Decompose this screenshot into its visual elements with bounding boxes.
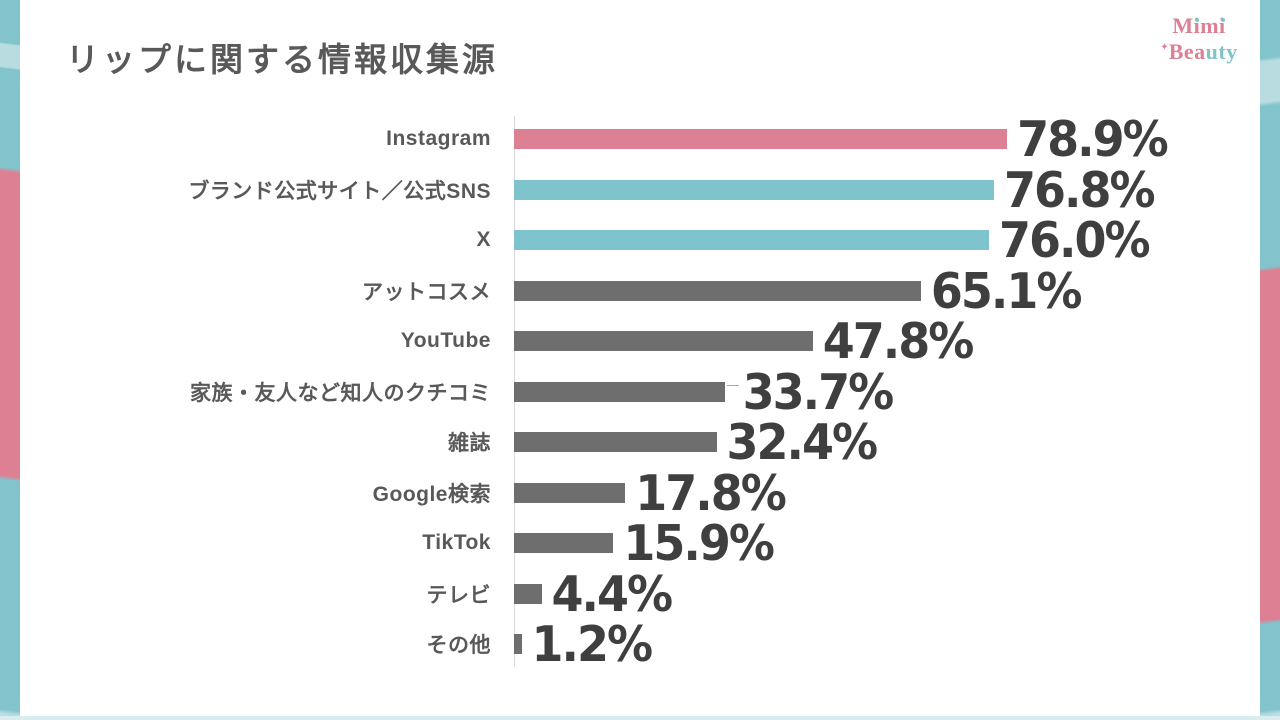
bar (514, 533, 614, 554)
left-decorative-stripe (0, 0, 20, 720)
value-label: 15.9% (623, 514, 775, 572)
chart-row: テレビ 4.4% (0, 569, 1280, 620)
category-label: YouTube (400, 329, 491, 353)
category-label: テレビ (426, 583, 491, 607)
bar (514, 179, 994, 200)
logo-letter: M (1172, 13, 1194, 38)
chart-row: YouTube 47.8% (0, 316, 1280, 367)
mimi-beauty-logo: Mi mi ✦Beauty (1144, 15, 1254, 63)
category-label: 家族・友人など知人のクチコミ (190, 381, 491, 405)
value-label: 32.4% (726, 413, 879, 471)
right-decorative-stripe (1260, 0, 1280, 720)
page-title: リップに関する情報収集源 (66, 41, 498, 78)
value-label: 65.1% (930, 262, 1083, 320)
bar-area: 47.8% (514, 312, 1280, 370)
bar-area: 17.8% (514, 464, 1280, 522)
category-label: その他 (426, 634, 491, 658)
bar (514, 230, 989, 251)
bar-chart: Instagram 78.9% ブランド公式サイト／公式SNS 76.8% X 76.0%… (0, 114, 1280, 670)
bar (514, 129, 1008, 150)
bottom-decorative-strip (0, 716, 1280, 720)
value-label: 1.2% (531, 615, 654, 673)
category-label: TikTok (422, 531, 491, 555)
bar-area: 32.4% (514, 413, 1280, 471)
logo-letter: Bea (1168, 39, 1206, 64)
value-label: 47.8% (822, 312, 975, 370)
value-label: 78.9% (1017, 110, 1169, 168)
chart-row: X 76.0% (0, 215, 1280, 266)
bar (514, 583, 542, 604)
logo-letter: i (1193, 13, 1201, 38)
category-label: Google検索 (372, 482, 491, 506)
logo-letter: m (1200, 13, 1220, 38)
category-label: Instagram (386, 127, 491, 151)
chart-row: 雑誌 32.4% (0, 417, 1280, 468)
category-label: アットコスメ (362, 280, 491, 304)
chart-row: Google検索 17.8% (0, 468, 1280, 519)
bar-area: 76.0% (514, 211, 1280, 269)
category-label: ブランド公式サイト／公式SNS (188, 179, 491, 203)
chart-row: TikTok 15.9% (0, 518, 1280, 569)
chart-row: アットコスメ 65.1% (0, 266, 1280, 317)
value-label: 33.7% (742, 363, 895, 421)
chart-row: ブランド公式サイト／公式SNS 76.8% (0, 165, 1280, 216)
bar-area: 78.9% (514, 110, 1280, 168)
bar (514, 381, 725, 402)
bar (514, 634, 522, 655)
bar-area: 65.1% (514, 262, 1280, 320)
logo-line2: ✦Beauty (1144, 37, 1254, 63)
bar-area: 4.4% (514, 565, 1280, 623)
bar (514, 280, 921, 301)
chart-row: 家族・友人など知人のクチコミ 33.7% (0, 367, 1280, 418)
category-label: 雑誌 (448, 432, 491, 456)
bar (514, 331, 813, 352)
bar-area: 1.2% (514, 615, 1280, 673)
bar-area: 15.9% (514, 514, 1280, 572)
bar (514, 432, 717, 453)
value-label: 76.0% (999, 211, 1151, 269)
bar-area: 76.8% (514, 161, 1280, 219)
category-label: X (476, 228, 491, 252)
logo-i-dot (1220, 17, 1225, 22)
logo-letter: ✦ (1160, 42, 1169, 53)
value-label: 17.8% (635, 464, 787, 522)
data-label-leader-line (726, 385, 739, 387)
chart-row: Instagram 78.9% (0, 114, 1280, 165)
logo-i-dot (1195, 17, 1200, 22)
bar-area: 33.7% (514, 363, 1280, 421)
logo-line1: Mi mi (1144, 15, 1254, 37)
value-label: 4.4% (551, 565, 674, 623)
chart-row: その他 1.2% (0, 619, 1280, 670)
bar (514, 482, 626, 503)
value-label: 76.8% (1004, 161, 1156, 219)
logo-letter: i (1219, 13, 1226, 38)
logo-letter: uty (1205, 39, 1238, 64)
